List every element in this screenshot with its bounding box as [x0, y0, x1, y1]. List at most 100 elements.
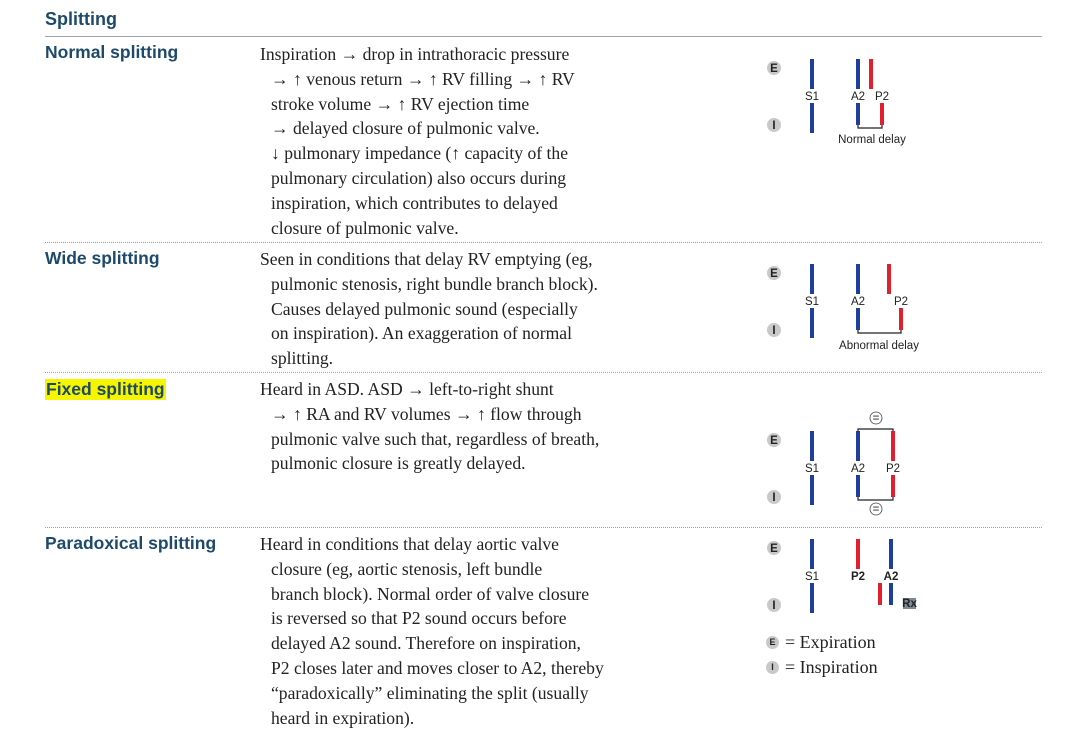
heading-wide-splitting: Wide splitting: [45, 248, 160, 268]
desc-line: Causes delayed pulmonic sound (especiall…: [271, 298, 578, 319]
desc-line: → ↑ RA and RV volumes → ↑ flow through: [271, 403, 582, 424]
inspiration-icon-letter: I: [772, 600, 775, 612]
row-separator: [45, 372, 1042, 373]
s1-bar-insp: [810, 583, 814, 613]
desc-line: → ↑ venous return → ↑ RV filling → ↑ RV: [271, 68, 575, 89]
diagram-normal-splitting: E I S1 A2 P2 Normal delay: [767, 59, 906, 146]
desc-line: pulmonary circulation) also occurs durin…: [271, 167, 567, 188]
heading-fixed-splitting: Fixed splitting: [45, 379, 166, 400]
section-title: Splitting: [45, 9, 117, 29]
p2-bar-insp: [878, 583, 882, 605]
expiration-icon-letter: E: [770, 435, 778, 447]
a2-bar-exp: [889, 539, 893, 569]
s1-label: S1: [805, 463, 819, 475]
p2-label: P2: [851, 571, 865, 583]
s1-bar-exp: [810, 59, 814, 89]
legend-label: = Inspiration: [785, 657, 878, 677]
p2-label: P2: [886, 463, 900, 475]
rx-icon: [903, 598, 916, 609]
s1-bar-insp: [810, 475, 814, 505]
desc-paradoxical-splitting: Heard in conditions that delay aortic va…: [260, 532, 650, 730]
desc-line: closure of pulmonic valve.: [271, 217, 459, 238]
inspiration-icon-letter: I: [772, 325, 775, 337]
desc-line: Seen in conditions that delay RV emptyin…: [260, 249, 593, 269]
p2-bar-exp: [856, 539, 860, 569]
p2-bar-exp: [869, 59, 873, 89]
diagram-paradoxical-splitting: E I S1 P2 A2 Rx: [767, 539, 917, 613]
s1-bar-exp: [810, 539, 814, 569]
diagram-fixed-splitting: = E I S1 A2 P2 =: [767, 411, 900, 516]
bottom-bracket: [857, 497, 894, 501]
a2-bar-insp: [889, 583, 893, 605]
equal-icon: [869, 411, 883, 425]
desc-line: P2 closes later and moves closer to A2, …: [271, 657, 604, 678]
desc-wide-splitting: Seen in conditions that delay RV emptyin…: [260, 247, 650, 371]
expiration-icon-letter: E: [770, 63, 778, 75]
inspiration-icon: [767, 118, 781, 132]
s1-bar-insp: [810, 308, 814, 338]
legend-expiration: E = Expiration: [766, 630, 878, 655]
inspiration-icon: I: [766, 661, 779, 674]
desc-line: closure (eg, aortic stenosis, left bundl…: [271, 558, 543, 579]
p2-bar-insp: [891, 475, 895, 497]
expiration-icon: E: [766, 636, 779, 649]
desc-line: pulmonic stenosis, right bundle branch b…: [271, 273, 598, 294]
p2-bar-insp: [880, 103, 884, 125]
s1-bar-exp: [810, 264, 814, 294]
a2-label: A2: [851, 91, 865, 103]
row-separator: [45, 242, 1042, 243]
diagram-wide-splitting: E I S1 A2 P2 Abnormal delay: [767, 264, 919, 352]
s1-label: S1: [805, 571, 819, 583]
desc-normal-splitting: Inspiration → drop in intrathoracic pres…: [260, 42, 650, 240]
legend-label: = Expiration: [785, 632, 876, 652]
a2-bar-exp: [856, 59, 860, 89]
a2-label: A2: [884, 571, 899, 583]
desc-line: pulmonic closure is greatly delayed.: [271, 453, 526, 474]
desc-line: splitting.: [271, 348, 334, 369]
expiration-icon: [767, 266, 781, 280]
desc-fixed-splitting: Heard in ASD. ASD → left-to-right shunt …: [260, 377, 650, 476]
row-separator: [45, 527, 1042, 528]
expiration-icon: [767, 541, 781, 555]
inspiration-icon: [767, 323, 781, 337]
rx-icon-label: Rx: [902, 598, 917, 610]
inspiration-icon-letter: I: [772, 120, 775, 132]
equal-icon-sign: =: [873, 413, 880, 425]
legend: E = Expiration I = Inspiration: [766, 630, 878, 680]
desc-line: delayed A2 sound. Therefore on inspirati…: [271, 633, 581, 654]
a2-bar-exp: [856, 431, 860, 461]
top-bracket: [857, 428, 894, 432]
desc-line: is reversed so that P2 sound occurs befo…: [271, 608, 567, 629]
desc-line: pulmonic valve such that, regardless of …: [271, 428, 600, 449]
delay-caption: Abnormal delay: [839, 340, 919, 352]
desc-line: Heard in ASD. ASD → left-to-right shunt: [260, 379, 554, 399]
equal-icon-sign: =: [873, 504, 880, 516]
p2-bar-exp: [891, 431, 895, 461]
inspiration-icon: [767, 490, 781, 504]
a2-bar-insp: [856, 103, 860, 125]
desc-line: Inspiration → drop in intrathoracic pres…: [260, 44, 570, 64]
desc-line: branch block). Normal order of valve clo…: [271, 583, 590, 604]
p2-bar-insp: [899, 308, 903, 330]
a2-bar-insp: [856, 308, 860, 330]
a2-label: A2: [851, 463, 865, 475]
p2-label: P2: [875, 91, 889, 103]
a2-bar-insp: [856, 475, 860, 497]
heading-normal-splitting: Normal splitting: [45, 42, 179, 62]
s1-bar-exp: [810, 431, 814, 461]
inspiration-icon-letter: I: [772, 492, 775, 504]
inspiration-icon: [767, 598, 781, 612]
legend-inspiration: I = Inspiration: [766, 655, 878, 680]
s1-label: S1: [805, 296, 819, 308]
s1-label: S1: [805, 91, 819, 103]
equal-icon: [869, 502, 883, 516]
heading-paradoxical-splitting: Paradoxical splitting: [45, 533, 217, 553]
desc-line: on inspiration). An exaggeration of norm…: [271, 323, 572, 344]
s1-bar-insp: [810, 103, 814, 133]
expiration-icon: [767, 61, 781, 75]
desc-line: ↓ pulmonary impedance (↑ capacity of the: [271, 143, 569, 164]
desc-line: stroke volume → ↑ RV ejection time: [271, 93, 530, 114]
expiration-icon-letter: E: [770, 543, 778, 555]
desc-line: Heard in conditions that delay aortic va…: [260, 534, 559, 554]
desc-line: → delayed closure of pulmonic valve.: [271, 118, 540, 139]
